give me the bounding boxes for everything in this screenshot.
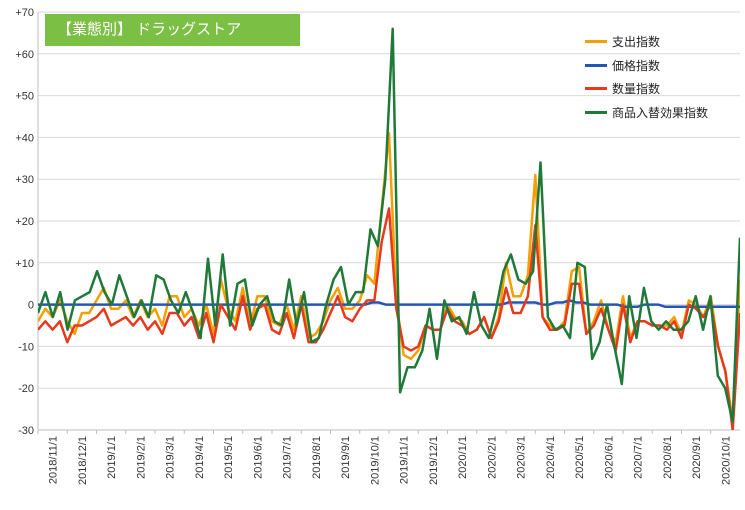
x-tick-label: 2019/4/1 xyxy=(194,436,206,479)
y-tick-label: -30 xyxy=(18,425,34,437)
legend-swatch xyxy=(585,110,607,114)
chart-title: 【業態別】 ドラッグストア xyxy=(45,14,300,46)
x-tick-label: 2020/10/1 xyxy=(720,436,732,485)
y-tick-label: +20 xyxy=(15,216,34,228)
x-tick-label: 2019/12/1 xyxy=(428,436,440,485)
y-tick-label: 0 xyxy=(28,300,34,312)
quantity-index-line xyxy=(38,207,740,430)
y-tick-label: +10 xyxy=(15,258,34,270)
x-tick-label: 2019/10/1 xyxy=(369,436,381,485)
legend-item: 商品入替効果指数 xyxy=(585,101,708,125)
legend: 支出指数価格指数数量指数商品入替効果指数 xyxy=(585,30,708,124)
y-tick-label: -20 xyxy=(18,383,34,395)
legend-swatch xyxy=(585,40,607,44)
x-tick-label: 2019/8/1 xyxy=(311,436,323,479)
legend-item: 支出指数 xyxy=(585,30,708,54)
x-tick-label: 2018/11/1 xyxy=(48,436,60,484)
x-tick-label: 2019/2/1 xyxy=(135,436,147,479)
x-tick-label: 2020/8/1 xyxy=(662,436,674,479)
x-tick-label: 2020/9/1 xyxy=(691,436,703,479)
x-tick-label: 2018/12/1 xyxy=(77,436,89,485)
legend-item: 価格指数 xyxy=(585,54,708,78)
y-tick-label: +70 xyxy=(15,7,34,19)
x-tick-label: 2020/6/1 xyxy=(603,436,615,479)
x-tick-label: 2019/9/1 xyxy=(340,436,352,479)
legend-label: 数量指数 xyxy=(612,82,661,97)
legend-swatch xyxy=(585,63,607,67)
y-tick-label: +30 xyxy=(15,174,34,186)
legend-label: 商品入替効果指数 xyxy=(612,105,709,120)
x-tick-label: 2020/2/1 xyxy=(486,436,498,479)
legend-item: 数量指数 xyxy=(585,77,708,101)
y-tick-label: +60 xyxy=(15,49,34,61)
x-tick-label: 2020/5/1 xyxy=(574,436,586,479)
legend-label: 価格指数 xyxy=(612,58,661,73)
x-tick-label: 2019/11/1 xyxy=(399,436,411,484)
x-tick-label: 2019/5/1 xyxy=(223,436,235,479)
x-tick-label: 2020/4/1 xyxy=(545,436,557,479)
product-replacement-index-line xyxy=(38,27,740,423)
legend-label: 支出指数 xyxy=(612,35,661,50)
x-tick-label: 2019/1/1 xyxy=(106,436,118,479)
x-tick-label: 2019/6/1 xyxy=(252,436,264,479)
x-tick-label: 2019/3/1 xyxy=(165,436,177,479)
legend-swatch xyxy=(585,87,607,91)
y-tick-label: +40 xyxy=(15,132,34,144)
x-tick-label: 2020/3/1 xyxy=(516,436,528,479)
y-tick-label: +50 xyxy=(15,91,34,103)
x-tick-label: 2019/7/1 xyxy=(282,436,294,479)
x-tick-label: 2020/7/1 xyxy=(633,436,645,479)
y-tick-label: -10 xyxy=(18,341,34,353)
x-tick-label: 2020/1/1 xyxy=(457,436,469,479)
spend-index-line xyxy=(38,131,740,423)
